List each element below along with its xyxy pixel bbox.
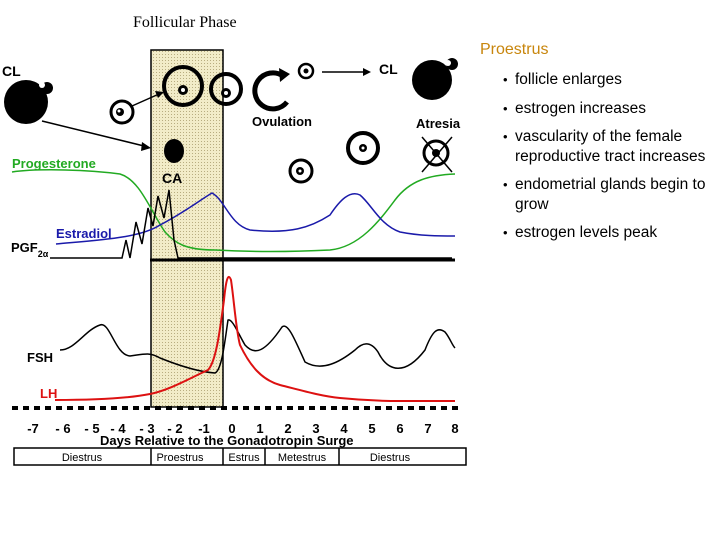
corpus-luteum-left <box>4 80 48 124</box>
x-tick: - 3 <box>139 421 154 436</box>
follicle-growing <box>162 65 204 107</box>
x-tick: 3 <box>312 421 319 436</box>
x-tick: 1 <box>256 421 263 436</box>
stage-label: Proestrus <box>156 452 204 464</box>
stage-bar <box>13 447 467 466</box>
stage-label: Diestrus <box>370 452 411 464</box>
x-tick: 6 <box>396 421 403 436</box>
stage-label: Estrus <box>228 452 260 464</box>
x-tick: -1 <box>198 421 210 436</box>
x-tick: 5 <box>368 421 375 436</box>
corpus-luteum-right <box>412 60 452 100</box>
x-ticks: -7 - 6 - 5 - 4 - 3 - 2 -1 0 1 2 3 4 5 6 … <box>27 421 458 436</box>
ca-label: CA <box>162 170 182 186</box>
side-heading: Proestrus <box>480 41 549 58</box>
fsh-curve <box>59 319 456 374</box>
estradiol-label: Estradiol <box>56 226 112 241</box>
x-tick: - 2 <box>167 421 182 436</box>
list-item: endometrial glands begin to grow <box>500 175 715 214</box>
stage-label: Metestrus <box>278 452 327 464</box>
list-item: vascularity of the female reproductive t… <box>500 127 715 166</box>
x-axis-title: Days Relative to the Gonadotropin Surge <box>100 433 354 448</box>
list-item: follicle enlarges <box>500 70 715 90</box>
x-tick: 8 <box>451 421 458 436</box>
ovulation-follicle <box>252 70 289 112</box>
pgf-label: PGF2α <box>11 240 49 259</box>
lh-curve <box>54 275 455 402</box>
x-tick: - 5 <box>84 421 99 436</box>
x-tick: -7 <box>27 421 39 436</box>
atresia-label: Atresia <box>416 116 461 131</box>
x-tick: - 6 <box>55 421 70 436</box>
list-item: estrogen levels peak <box>500 223 715 243</box>
follicle-second-wave <box>346 131 380 165</box>
corpus-albicans <box>164 139 184 163</box>
x-tick: 0 <box>228 421 235 436</box>
cl-right-label: CL <box>379 61 398 77</box>
proestrus-list: follicle enlarges estrogen increases vas… <box>500 70 715 252</box>
estradiol-curve <box>55 192 456 245</box>
cl-left-label: CL <box>2 63 21 79</box>
pgf-curve <box>50 189 452 259</box>
list-item: estrogen increases <box>500 99 715 119</box>
x-tick: - 4 <box>110 421 126 436</box>
follicle-small-second <box>288 158 314 184</box>
follicle-small <box>109 99 135 125</box>
follicle-atretic <box>422 139 450 167</box>
follicle-preovulatory <box>209 72 243 106</box>
lh-label: LH <box>40 386 57 401</box>
progesterone-curve <box>11 169 456 253</box>
ovulation-label: Ovulation <box>252 114 312 129</box>
x-tick: 2 <box>284 421 291 436</box>
fsh-label: FSH <box>27 350 53 365</box>
x-tick: 7 <box>424 421 431 436</box>
page-title: Follicular Phase <box>133 14 237 31</box>
stage-label: Diestrus <box>62 452 103 464</box>
x-tick: 4 <box>340 421 348 436</box>
progesterone-label: Progesterone <box>12 156 96 171</box>
oocyte <box>297 62 315 80</box>
